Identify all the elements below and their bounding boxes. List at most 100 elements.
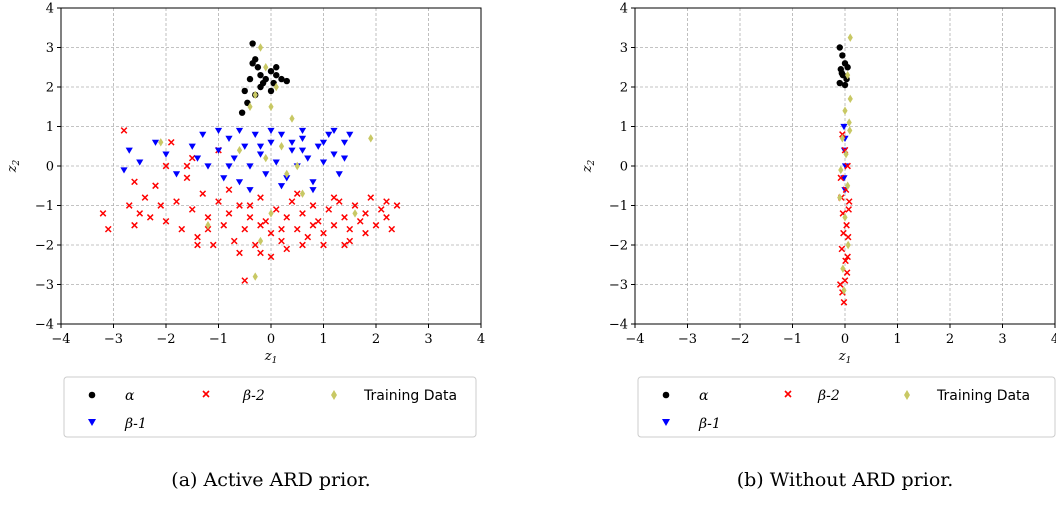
y-tick-label: 0 bbox=[620, 160, 628, 175]
y-tick-label: 2 bbox=[620, 81, 628, 96]
point-beta1 bbox=[199, 131, 207, 138]
point-beta2 bbox=[842, 257, 849, 265]
point-beta2 bbox=[341, 214, 348, 221]
point-beta2 bbox=[843, 269, 851, 276]
point-beta2 bbox=[230, 237, 238, 245]
point-training-data bbox=[847, 33, 853, 42]
point-beta2 bbox=[272, 206, 280, 213]
point-beta2 bbox=[288, 198, 296, 205]
point-beta2 bbox=[251, 241, 259, 249]
point-beta2 bbox=[320, 229, 327, 237]
point-training-data bbox=[845, 70, 851, 80]
y-tick-label: 1 bbox=[620, 120, 628, 135]
point-beta2 bbox=[220, 221, 228, 229]
point-beta1 bbox=[136, 159, 144, 166]
point-beta2 bbox=[267, 229, 275, 237]
point-training-data bbox=[257, 43, 264, 52]
legend-label-training-b: Training Data bbox=[936, 388, 1030, 404]
point-beta2 bbox=[120, 127, 128, 134]
point-beta1 bbox=[840, 123, 848, 131]
point-beta1 bbox=[309, 187, 317, 194]
point-beta1 bbox=[256, 151, 265, 158]
point-beta1 bbox=[298, 147, 307, 154]
point-alpha bbox=[283, 77, 290, 85]
point-beta2 bbox=[330, 194, 338, 201]
point-beta1 bbox=[298, 127, 307, 135]
legend-label-beta2-b: β-2 bbox=[817, 388, 840, 404]
point-beta2 bbox=[383, 198, 390, 205]
x-axis-label-a: z1 bbox=[264, 349, 278, 366]
point-beta2 bbox=[838, 245, 846, 253]
point-beta2 bbox=[351, 202, 359, 209]
point-beta2 bbox=[299, 210, 306, 217]
point-beta2 bbox=[215, 198, 222, 205]
point-beta1 bbox=[277, 131, 286, 138]
point-beta2 bbox=[131, 221, 138, 229]
point-beta1 bbox=[314, 143, 322, 150]
point-beta1 bbox=[220, 175, 228, 182]
point-beta2 bbox=[136, 210, 144, 217]
point-beta2 bbox=[293, 225, 301, 233]
point-beta2 bbox=[173, 198, 180, 205]
y-tick-label: −4 bbox=[609, 318, 628, 333]
point-training-data bbox=[368, 134, 374, 143]
point-beta2 bbox=[299, 241, 306, 249]
point-beta1 bbox=[283, 175, 291, 182]
x-tick-label: −4 bbox=[625, 332, 644, 347]
point-beta1 bbox=[246, 187, 254, 194]
point-beta2 bbox=[393, 202, 401, 209]
point-beta1 bbox=[230, 155, 238, 162]
point-training-data bbox=[845, 240, 851, 250]
y-tick-label: 4 bbox=[620, 2, 628, 17]
legend-marker-alpha-b bbox=[662, 391, 670, 399]
point-beta2 bbox=[188, 206, 196, 213]
point-beta1 bbox=[172, 171, 181, 178]
y-tick-label: −1 bbox=[609, 199, 628, 214]
point-alpha bbox=[273, 64, 280, 71]
y-tick-label: 3 bbox=[46, 41, 54, 56]
series-beta2 bbox=[99, 127, 401, 284]
point-alpha bbox=[267, 87, 275, 95]
y-tick-label: −2 bbox=[609, 239, 628, 254]
legend-marker-beta1-b bbox=[662, 419, 670, 426]
point-beta1 bbox=[288, 147, 296, 154]
point-beta2 bbox=[278, 237, 285, 245]
point-beta2 bbox=[236, 202, 243, 209]
point-training-data bbox=[205, 221, 211, 230]
point-beta1 bbox=[277, 183, 286, 190]
point-beta1 bbox=[340, 139, 349, 146]
point-beta2 bbox=[199, 190, 207, 197]
point-beta2 bbox=[283, 245, 291, 253]
point-beta2 bbox=[241, 225, 249, 233]
point-beta2 bbox=[362, 229, 369, 237]
point-training-data bbox=[289, 114, 295, 123]
point-beta1 bbox=[214, 147, 223, 154]
point-beta2 bbox=[367, 194, 375, 201]
point-beta2 bbox=[314, 217, 322, 225]
legend-box-b bbox=[637, 376, 1056, 438]
series-alpha bbox=[836, 44, 851, 89]
series-training-data bbox=[158, 43, 374, 281]
point-beta1 bbox=[330, 151, 338, 158]
point-beta2 bbox=[309, 202, 317, 209]
point-beta1 bbox=[288, 139, 296, 146]
point-training-data bbox=[842, 213, 848, 222]
x-tick-label: 3 bbox=[424, 332, 432, 347]
point-beta2 bbox=[257, 221, 264, 229]
point-beta2 bbox=[267, 253, 275, 261]
point-beta2 bbox=[157, 202, 165, 209]
point-beta1 bbox=[262, 171, 270, 178]
caption-a: (a) Active ARD prior. bbox=[171, 469, 370, 491]
point-beta2 bbox=[388, 225, 396, 233]
point-beta1 bbox=[304, 155, 312, 162]
point-beta2 bbox=[167, 138, 175, 146]
point-beta2 bbox=[178, 225, 186, 233]
point-beta1 bbox=[267, 127, 275, 135]
point-training-data bbox=[841, 286, 847, 295]
point-training-data bbox=[252, 272, 258, 281]
point-beta2 bbox=[840, 229, 847, 237]
y-tick-label: −2 bbox=[35, 239, 54, 254]
point-beta1 bbox=[214, 127, 223, 135]
y-tick-label: 3 bbox=[620, 41, 628, 56]
point-beta1 bbox=[319, 139, 328, 146]
